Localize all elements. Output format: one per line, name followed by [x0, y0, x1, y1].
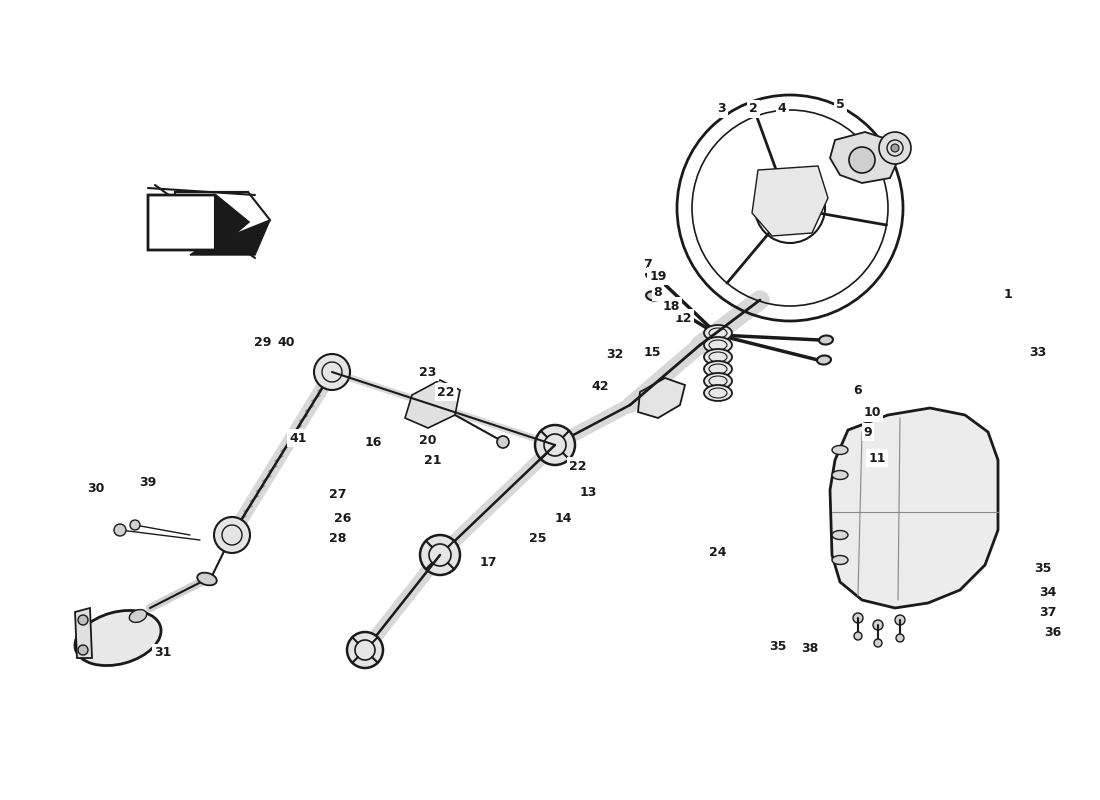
Ellipse shape [832, 446, 848, 454]
Text: 8: 8 [653, 286, 662, 298]
Text: 16: 16 [364, 437, 382, 450]
Text: 40: 40 [277, 337, 295, 350]
Text: 2: 2 [749, 102, 758, 115]
Circle shape [874, 639, 882, 647]
Text: 42: 42 [592, 379, 608, 393]
Text: 26: 26 [334, 511, 352, 525]
Text: 37: 37 [1040, 606, 1057, 619]
Text: 15: 15 [644, 346, 661, 359]
Text: 24: 24 [710, 546, 727, 559]
Text: 9: 9 [864, 426, 872, 438]
Circle shape [497, 436, 509, 448]
Circle shape [214, 517, 250, 553]
Circle shape [346, 632, 383, 668]
Ellipse shape [646, 291, 660, 301]
Circle shape [896, 634, 904, 642]
Circle shape [130, 520, 140, 530]
Text: 18: 18 [662, 299, 680, 313]
Ellipse shape [817, 355, 830, 365]
Text: 12: 12 [674, 311, 692, 325]
Polygon shape [200, 192, 270, 248]
Circle shape [891, 144, 899, 152]
Text: 22: 22 [438, 386, 454, 398]
Circle shape [895, 615, 905, 625]
Text: 11: 11 [868, 451, 886, 465]
Text: 3: 3 [717, 102, 726, 115]
Circle shape [314, 354, 350, 390]
Text: 19: 19 [649, 270, 667, 282]
Ellipse shape [704, 349, 732, 365]
Text: 5: 5 [836, 98, 845, 110]
Text: 14: 14 [554, 511, 572, 525]
Circle shape [849, 147, 875, 173]
Polygon shape [75, 608, 92, 658]
Polygon shape [405, 380, 460, 428]
Text: 1: 1 [1003, 289, 1012, 302]
Text: 20: 20 [419, 434, 437, 446]
Circle shape [535, 425, 575, 465]
Text: 29: 29 [254, 337, 272, 350]
Ellipse shape [704, 361, 732, 377]
Polygon shape [190, 220, 270, 255]
Text: 32: 32 [606, 349, 624, 362]
Text: 30: 30 [87, 482, 104, 494]
Ellipse shape [130, 610, 146, 622]
Text: 34: 34 [1040, 586, 1057, 599]
Text: 41: 41 [289, 431, 307, 445]
Text: 38: 38 [802, 642, 818, 654]
Circle shape [78, 615, 88, 625]
Text: 35: 35 [1034, 562, 1052, 574]
Circle shape [854, 632, 862, 640]
Text: 31: 31 [154, 646, 172, 659]
Circle shape [420, 535, 460, 575]
Circle shape [78, 645, 88, 655]
Ellipse shape [832, 470, 848, 479]
Polygon shape [830, 408, 998, 608]
Circle shape [873, 620, 883, 630]
Text: 28: 28 [329, 531, 346, 545]
Circle shape [879, 132, 911, 164]
Text: 21: 21 [425, 454, 442, 466]
Text: 6: 6 [854, 383, 862, 397]
Text: 36: 36 [1044, 626, 1061, 639]
Ellipse shape [704, 337, 732, 353]
Text: 39: 39 [140, 477, 156, 490]
Text: 13: 13 [580, 486, 596, 499]
Polygon shape [175, 192, 248, 200]
Text: 35: 35 [769, 639, 786, 653]
Polygon shape [752, 166, 828, 236]
Polygon shape [148, 195, 248, 250]
Text: 10: 10 [864, 406, 881, 419]
Circle shape [778, 196, 802, 220]
Text: 17: 17 [480, 557, 497, 570]
Ellipse shape [704, 373, 732, 389]
Polygon shape [638, 378, 685, 418]
Ellipse shape [197, 573, 217, 586]
Circle shape [852, 613, 864, 623]
Text: 7: 7 [644, 258, 652, 270]
Ellipse shape [75, 610, 161, 666]
Polygon shape [830, 132, 898, 183]
Text: 22: 22 [570, 459, 586, 473]
Text: 27: 27 [329, 489, 346, 502]
Text: 23: 23 [419, 366, 437, 378]
Ellipse shape [832, 555, 848, 565]
Ellipse shape [704, 325, 732, 341]
Ellipse shape [704, 385, 732, 401]
Text: 25: 25 [529, 531, 547, 545]
Text: 4: 4 [778, 102, 786, 115]
Polygon shape [214, 195, 248, 250]
Ellipse shape [832, 530, 848, 539]
Ellipse shape [820, 335, 833, 345]
Text: 33: 33 [1030, 346, 1046, 359]
Circle shape [114, 524, 126, 536]
Ellipse shape [646, 270, 660, 279]
